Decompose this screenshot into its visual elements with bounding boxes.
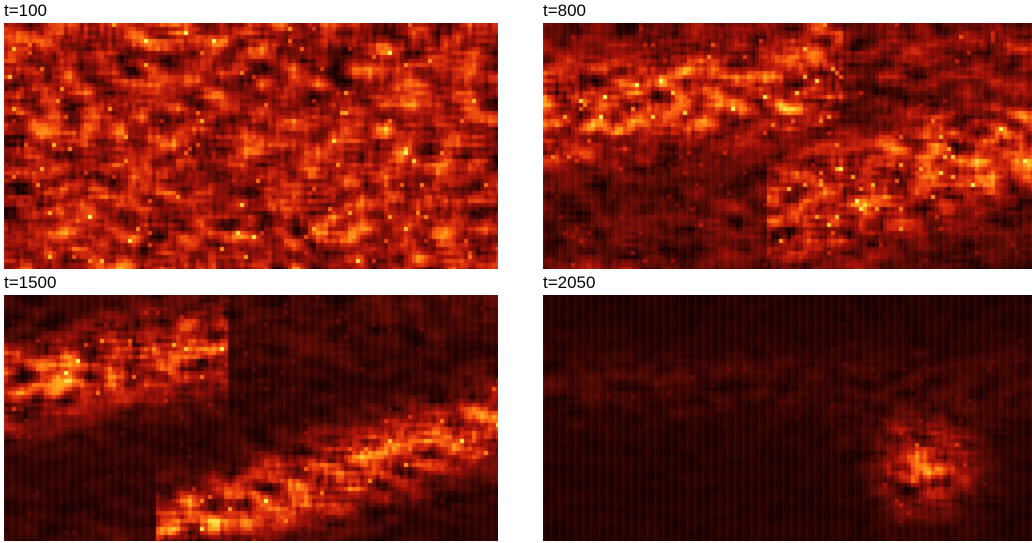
heatmap-panel-t2050: t=2050 [543,272,1032,542]
heatmap-panel-t1500: t=1500 [4,272,498,542]
panel-title: t=100 [4,1,48,20]
heatmap-panel-t800: t=800 [543,0,1032,270]
panel-title: t=800 [543,1,587,20]
heatmap-image [4,295,498,541]
heatmap-panel-t100: t=100 [4,0,498,270]
panel-title: t=1500 [4,273,57,292]
heatmap-image [4,23,498,269]
panel-title: t=2050 [543,273,596,292]
heatmap-image [543,295,1032,541]
heatmap-image [543,23,1032,269]
